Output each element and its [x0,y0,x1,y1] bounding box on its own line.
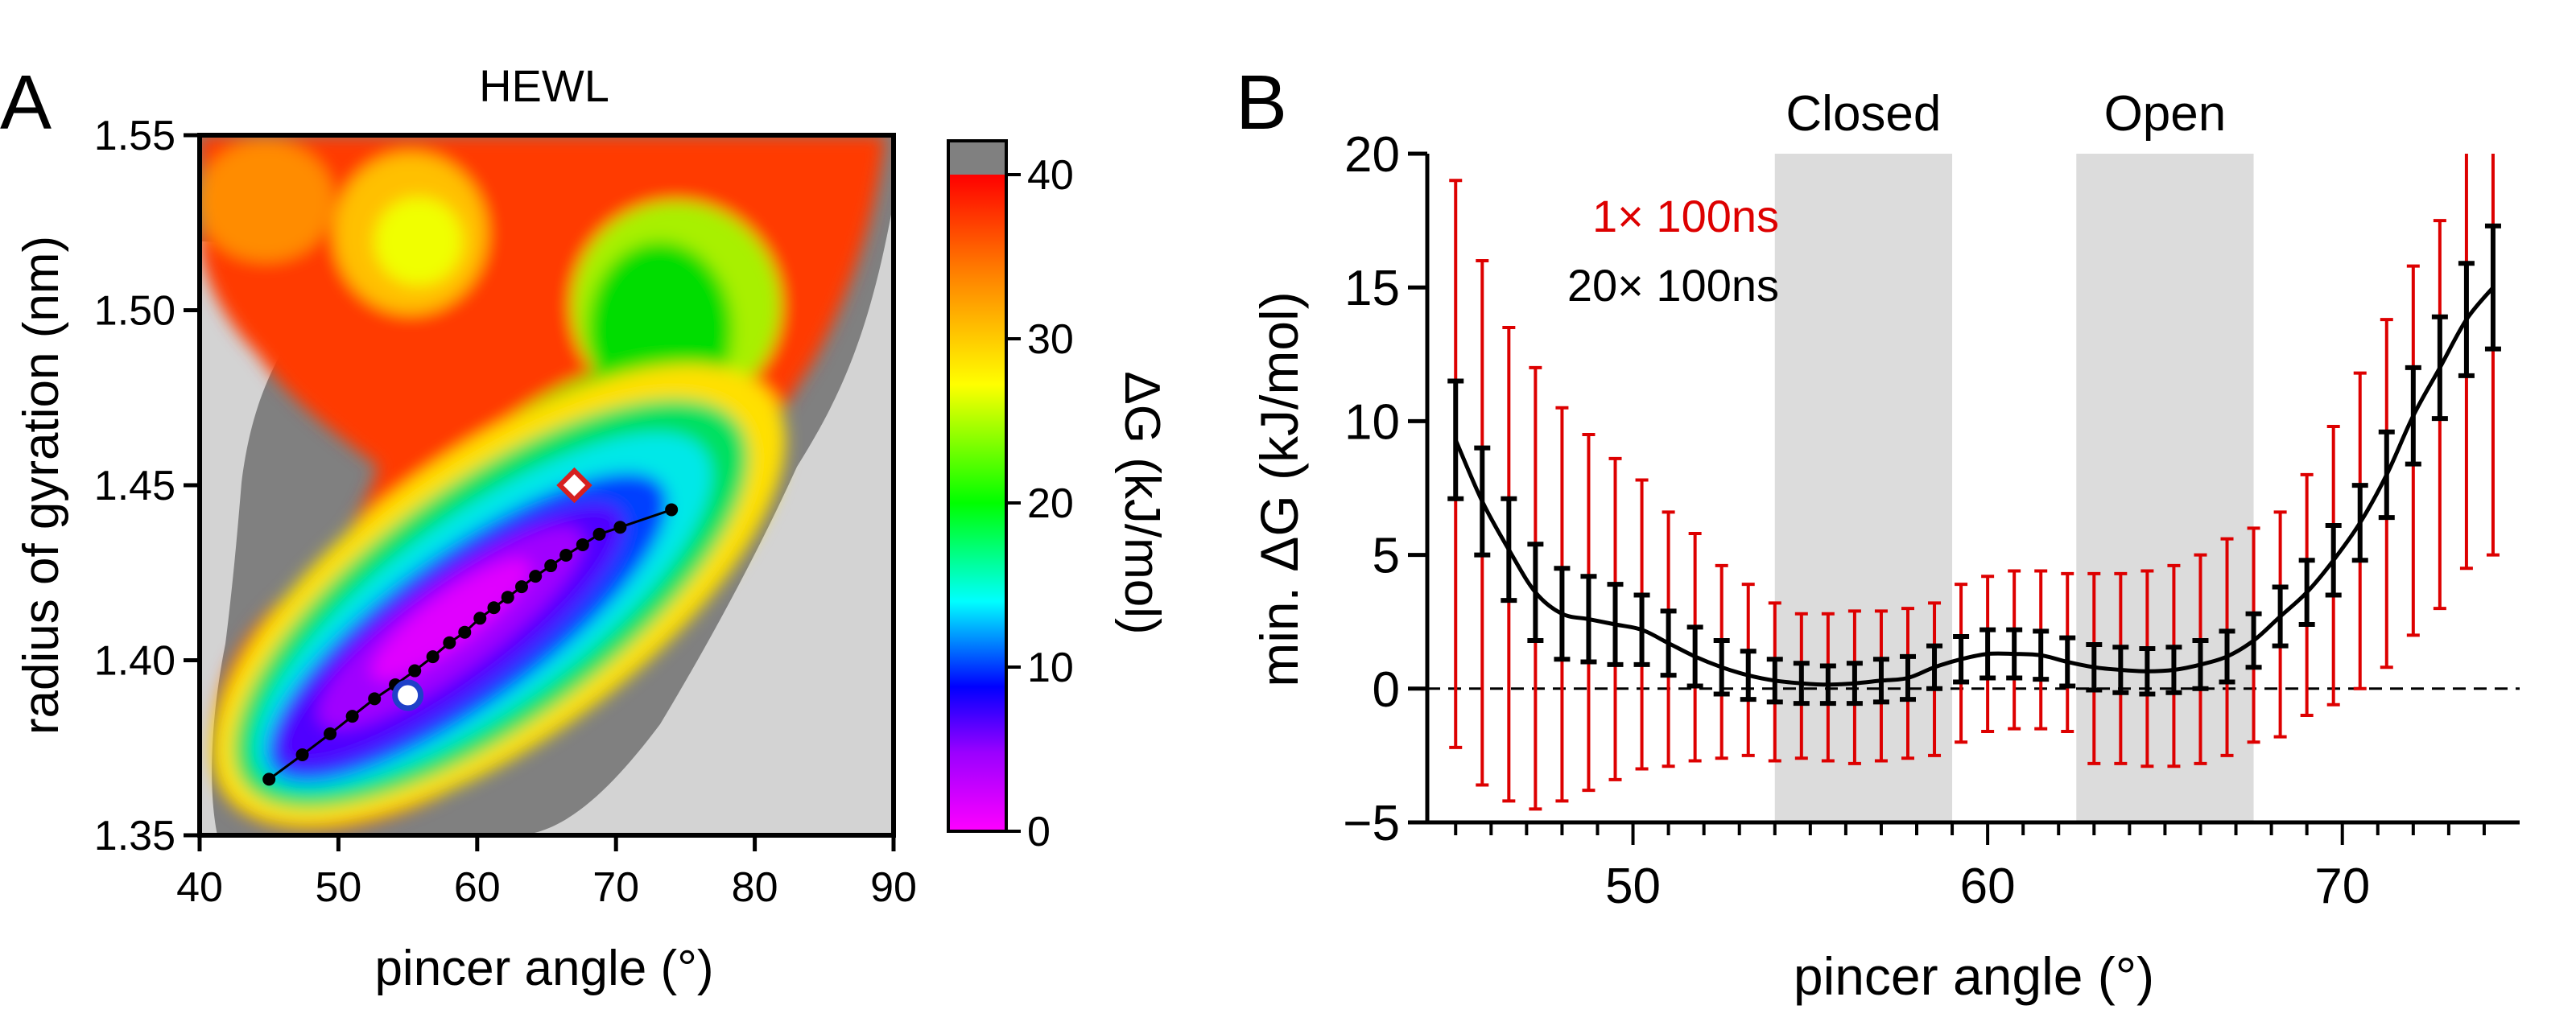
region-closed [1774,154,1953,822]
state-regions: Closed Open [1774,86,2254,822]
x-tick-label: 50 [315,864,361,911]
colorbar-ticks: 0 10 20 30 40 [1006,152,1074,855]
colorbar-tick-label: 10 [1027,645,1074,691]
colorbar-overflow [948,141,1006,175]
path-point [368,692,382,706]
path-point [473,612,487,625]
series-1x100ns-errorbars [1449,154,2500,811]
y-tick-label: 5 [1373,529,1400,584]
path-point [559,549,573,562]
path-point [408,664,422,678]
y-tick-label: 1.35 [94,813,175,859]
path-point [295,748,309,761]
x-tick-label: 90 [870,864,917,911]
panel-b-y-axis-label: min. ΔG (kJ/mol) [1249,291,1309,686]
panel-a-y-axis-ticks: 1.35 1.40 1.45 1.50 1.55 [94,113,200,859]
y-tick-label: 10 [1344,394,1400,450]
closed-state-marker [392,679,424,711]
y-tick-label: 0 [1373,662,1400,718]
path-point [426,650,440,664]
panel-b-y-axis-ticks: −5 0 5 10 15 20 [1343,127,1427,851]
y-tick-label: −5 [1343,796,1400,851]
colorbar: 0 10 20 30 40 ΔG (kJ/mol) [947,139,1170,855]
x-tick-label: 70 [592,864,639,911]
path-point [514,580,528,594]
x-tick-label: 60 [454,864,501,911]
path-point [592,527,606,541]
region-label-closed: Closed [1785,86,1941,142]
heatmap-field [200,135,894,835]
colorbar-tick-label: 20 [1027,480,1074,527]
path-point [324,727,337,740]
panel-a-x-axis-ticks: 40 50 60 70 80 90 [176,835,917,911]
x-tick-label: 50 [1605,859,1661,914]
path-point [613,521,627,534]
region-open [2076,154,2254,822]
colorbar-tick-label: 40 [1027,152,1074,199]
path-point [501,591,514,604]
path-point [665,503,679,517]
path-point [458,625,472,639]
path-point [529,570,543,583]
y-tick-label: 1.40 [94,638,175,685]
path-point [262,772,276,786]
open-state-marker [556,467,592,504]
colorbar-tick-label: 30 [1027,316,1074,363]
y-tick-label: 1.50 [94,288,175,335]
y-tick-label: 20 [1344,127,1400,183]
x-tick-label: 80 [732,864,778,911]
y-tick-label: 15 [1344,261,1400,316]
legend-entry-1x100ns: 1× 100ns [1592,191,1779,241]
colorbar-tick-label: 0 [1027,809,1051,855]
panel-letter-a: A [0,60,52,146]
panel-a-title: HEWL [479,60,609,111]
series-20x100ns-line [1453,286,2495,687]
colorbar-label: ΔG (kJ/mol) [1114,371,1170,634]
path-point [443,636,456,649]
path-point [345,710,359,723]
path-point [544,559,558,573]
panel-letter-b: B [1236,60,1287,146]
panel-b-line-chart: Closed Open 50 60 70 −5 0 5 10 15 20 1× 100ns 20… [1249,86,2520,1006]
x-tick-label: 40 [176,864,223,911]
panel-a-x-axis-label: pincer angle (°) [374,941,713,996]
panel-b-x-axis-ticks: 50 60 70 [1454,822,2486,914]
panel-b-x-axis-label: pincer angle (°) [1794,946,2154,1006]
sampling-path [262,503,679,786]
y-tick-label: 1.55 [94,113,175,159]
x-tick-label: 60 [1960,859,2016,914]
state-markers [392,467,592,711]
y-tick-label: 1.45 [94,463,175,509]
panel-a-heatmap: HEWL [14,60,1170,996]
path-point [576,538,589,551]
colorbar-frame [947,139,1008,833]
colorbar-gradient [948,175,1006,831]
path-point [487,601,501,615]
legend-entry-20x100ns: 20× 100ns [1567,260,1779,311]
x-tick-label: 70 [2314,859,2370,914]
region-label-open: Open [2104,86,2227,142]
panel-a-y-axis-label: radius of gyration (nm) [14,236,69,735]
